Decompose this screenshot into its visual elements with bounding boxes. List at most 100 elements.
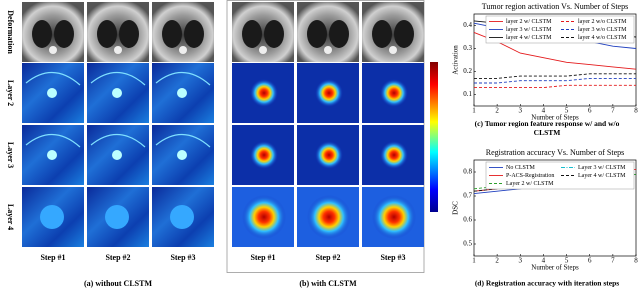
series-line (474, 77, 636, 84)
feature-spot (105, 205, 129, 229)
legend-label: Layer 4 w/ CLSTM (578, 173, 626, 179)
step-label: Step #1 (250, 253, 275, 262)
chart-caption: (c) Tumor region feature response w/ and… (475, 119, 620, 137)
activation-blob (315, 141, 343, 169)
step-label: Step #2 (315, 253, 340, 262)
y-tick-label: 0.8 (463, 168, 472, 176)
x-tick-label: 4 (542, 257, 546, 265)
y-tick-label: 0.6 (463, 216, 472, 224)
x-tick-label: 6 (588, 107, 592, 115)
legend-label: layer 3 w/o CLSTM (578, 27, 627, 33)
x-tick-label: 5 (565, 257, 569, 265)
row-label: Layer 2 (6, 80, 15, 106)
legend-label: layer 2 w/ CLSTM (506, 19, 552, 25)
ct-lung (119, 20, 139, 48)
chart-title: Tumor region activation Vs. Number of St… (482, 2, 628, 11)
chart-title: Registration accuracy Vs. Number of Step… (486, 148, 624, 157)
ct-spine (114, 46, 122, 54)
series-line (474, 73, 636, 79)
legend-label: No CLSTM (506, 165, 536, 171)
panel-caption: (b) with CLSTM (299, 279, 357, 288)
ct-lung (242, 20, 262, 48)
y-tick-label: 0.3 (463, 44, 472, 52)
series-line (473, 31, 637, 70)
feature-spot (170, 205, 194, 229)
x-axis-label: Number of Steps (531, 114, 579, 122)
x-axis-label: Number of Steps (531, 264, 579, 272)
row-label: Deformation (6, 10, 15, 54)
ct-lung (162, 20, 182, 48)
series-line (474, 84, 636, 89)
panel-caption: (a) without CLSTM (84, 279, 152, 288)
feature-spot (47, 88, 57, 98)
ct-spine (49, 46, 57, 54)
feature-edge (155, 133, 211, 148)
colorbar (430, 62, 438, 212)
ct-spine (179, 46, 187, 54)
x-tick-label: 6 (588, 257, 592, 265)
legend-label: Layer 3 w/ CLSTM (578, 165, 626, 171)
x-tick-label: 8 (634, 257, 638, 265)
ct-lung (32, 20, 52, 48)
step-label: Step #3 (380, 253, 405, 262)
activation-blob (250, 141, 278, 169)
y-tick-label: 0.7 (463, 192, 472, 200)
feature-spot (112, 88, 122, 98)
activation-blob (307, 195, 351, 239)
feature-edge (155, 71, 211, 86)
legend-label: layer 3 w/ CLSTM (506, 27, 552, 33)
step-label: Step #2 (105, 253, 130, 262)
ct-lung (264, 20, 284, 48)
plot-frame (473, 13, 637, 107)
step-label: Step #3 (170, 253, 195, 262)
ct-lung (307, 20, 327, 48)
x-tick-label: 3 (519, 257, 523, 265)
y-tick-label: 0.4 (463, 21, 472, 29)
ct-lung (54, 20, 74, 48)
feature-edge (25, 133, 81, 148)
activation-blob (315, 79, 343, 107)
ct-lung (184, 20, 204, 48)
legend-box (485, 15, 635, 44)
chart-caption: (d) Registration accuracy with iteration… (475, 279, 619, 288)
x-tick-label: 5 (565, 107, 569, 115)
y-tick-label: 0.1 (463, 90, 472, 98)
image-grid (22, 2, 424, 247)
ct-spine (389, 46, 397, 54)
ct-spine (259, 46, 267, 54)
feature-edge (90, 71, 146, 86)
legend-label: Layer 2 w/ CLSTM (506, 181, 554, 187)
activation-blob (250, 79, 278, 107)
x-tick-label: 1 (472, 107, 476, 115)
plot-frame (473, 159, 637, 257)
activation-blob (380, 141, 408, 169)
x-tick-label: 7 (611, 257, 615, 265)
ct-lung (329, 20, 349, 48)
legend-label: layer 4 w/ CLSTM (506, 35, 552, 41)
feature-spot (112, 150, 122, 160)
feature-edge (25, 71, 81, 86)
x-tick-label: 3 (519, 107, 523, 115)
feature-spot (40, 205, 64, 229)
activation-blob (242, 195, 286, 239)
legend-label: layer 2 w/o CLSTM (578, 19, 627, 25)
y-axis-label: DSC (452, 201, 460, 215)
feature-edge (90, 133, 146, 148)
x-tick-label: 1 (472, 257, 476, 265)
legend-box (485, 161, 635, 190)
x-tick-label: 2 (495, 257, 499, 265)
ct-lung (372, 20, 392, 48)
y-axis-label: Activation (452, 45, 460, 75)
step-label: Step #1 (40, 253, 65, 262)
activation-blob (380, 79, 408, 107)
x-tick-label: 2 (495, 107, 499, 115)
feature-spot (177, 88, 187, 98)
feature-spot (47, 150, 57, 160)
x-tick-label: 7 (611, 107, 615, 115)
feature-spot (177, 150, 187, 160)
activation-blob (372, 195, 416, 239)
y-tick-label: 0.5 (463, 240, 472, 248)
row-label: Layer 4 (6, 204, 15, 230)
x-tick-label: 4 (542, 107, 546, 115)
